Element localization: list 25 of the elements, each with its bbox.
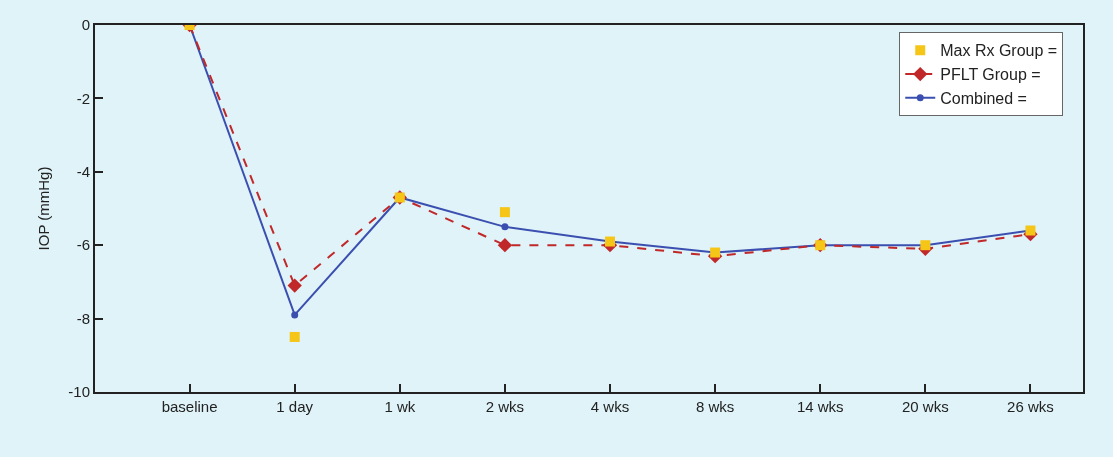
point [499,207,510,218]
x-tick-label: baseline [161,398,218,415]
x-tick-label: 20 wks [902,398,949,415]
legend-label: Max Rx Group = [940,42,1058,60]
x-tick-label: 1 day [276,398,314,415]
y-tick-label: -6 [76,236,90,254]
point [501,223,509,231]
point [497,238,513,253]
point [291,311,299,319]
y-tick-label: -8 [76,309,90,327]
x-tick-label: 8 wks [695,398,735,415]
y-tick-label: -10 [68,383,90,401]
y-axis-title: IOP (mmHg) [35,166,53,251]
x-tick-label: 2 wks [485,398,525,415]
legend-label: Combined = [940,90,1027,108]
legend-label: PFLT Group = [940,66,1041,84]
x-tick-label: 26 wks [1007,398,1054,415]
point [289,331,300,342]
x-tick-label: 1 wk [384,398,416,415]
y-tick-label: -4 [76,163,90,181]
y-tick-label: -2 [76,89,90,107]
point [287,278,302,293]
y-tick-label: 0 [81,16,90,34]
x-tick-label: 4 wks [590,398,630,415]
x-tick-label: 14 wks [796,398,844,415]
